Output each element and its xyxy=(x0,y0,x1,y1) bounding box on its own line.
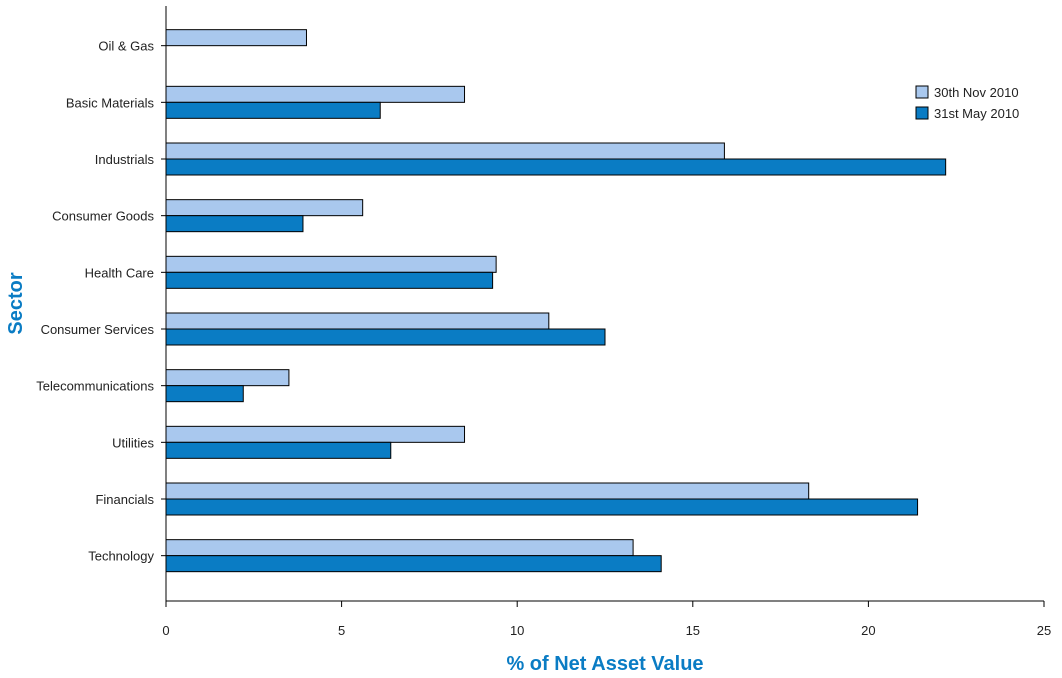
y-tick-label-health-care: Health Care xyxy=(85,265,154,280)
bar-telecommunications-nov-2010 xyxy=(165,369,290,387)
x-ticks-group: 0 5 10 15 20 25 xyxy=(162,601,1051,638)
y-tick-label-consumer-goods: Consumer Goods xyxy=(52,209,154,224)
y-tick-label-utilities: Utilities xyxy=(112,435,154,450)
bar-industrials-nov-2010 xyxy=(165,142,725,160)
x-tick-label-25: 25 xyxy=(1037,623,1051,638)
x-axis-title: % of Net Asset Value xyxy=(506,653,703,675)
bar-consumer-services-may-2010 xyxy=(165,328,606,346)
x-tick-label-10: 10 xyxy=(510,623,524,638)
bar-utilities-may-2010 xyxy=(165,441,392,459)
bar-utilities-nov-2010 xyxy=(165,425,466,443)
bar-basic-materials-may-2010 xyxy=(165,101,381,119)
bar-health-care-may-2010 xyxy=(165,271,494,289)
bar-financials-may-2010 xyxy=(165,498,919,516)
bars-group xyxy=(165,29,947,573)
bar-telecommunications-may-2010 xyxy=(165,385,244,403)
y-tick-label-consumer-services: Consumer Services xyxy=(41,322,155,337)
x-tick-label-20: 20 xyxy=(861,623,875,638)
y-tick-label-telecommunications: Telecommunications xyxy=(36,379,154,394)
bar-industrials-may-2010 xyxy=(165,158,947,176)
bar-consumer-goods-nov-2010 xyxy=(165,199,364,217)
bar-financials-nov-2010 xyxy=(165,482,810,500)
bar-oil-and-gas-nov-2010 xyxy=(165,29,307,47)
x-tick-label-15: 15 xyxy=(686,623,700,638)
y-tick-label-oil-and-gas: Oil & Gas xyxy=(98,39,154,54)
bar-consumer-services-nov-2010 xyxy=(165,312,550,330)
x-tick-label-0: 0 xyxy=(162,623,169,638)
legend-swatch-nov-2010 xyxy=(915,85,929,99)
legend-label-may-2010: 31st May 2010 xyxy=(934,106,1019,121)
y-axis-title: Sector xyxy=(5,272,27,334)
y-tick-label-financials: Financials xyxy=(95,492,154,507)
bar-technology-may-2010 xyxy=(165,555,662,573)
bar-technology-nov-2010 xyxy=(165,539,634,557)
bar-health-care-nov-2010 xyxy=(165,255,497,273)
y-ticks-group: Oil & Gas Basic Materials Industrials Consu… xyxy=(36,39,166,564)
bar-basic-materials-nov-2010 xyxy=(165,85,466,103)
x-tick-label-5: 5 xyxy=(338,623,345,638)
legend-label-nov-2010: 30th Nov 2010 xyxy=(934,85,1019,100)
y-tick-label-basic-materials: Basic Materials xyxy=(66,95,155,110)
legend: 30th Nov 2010 31st May 2010 xyxy=(915,85,1019,121)
legend-swatch-may-2010 xyxy=(915,106,929,120)
y-tick-label-industrials: Industrials xyxy=(95,152,155,167)
bar-consumer-goods-may-2010 xyxy=(165,215,304,233)
y-tick-label-technology: Technology xyxy=(88,549,154,564)
